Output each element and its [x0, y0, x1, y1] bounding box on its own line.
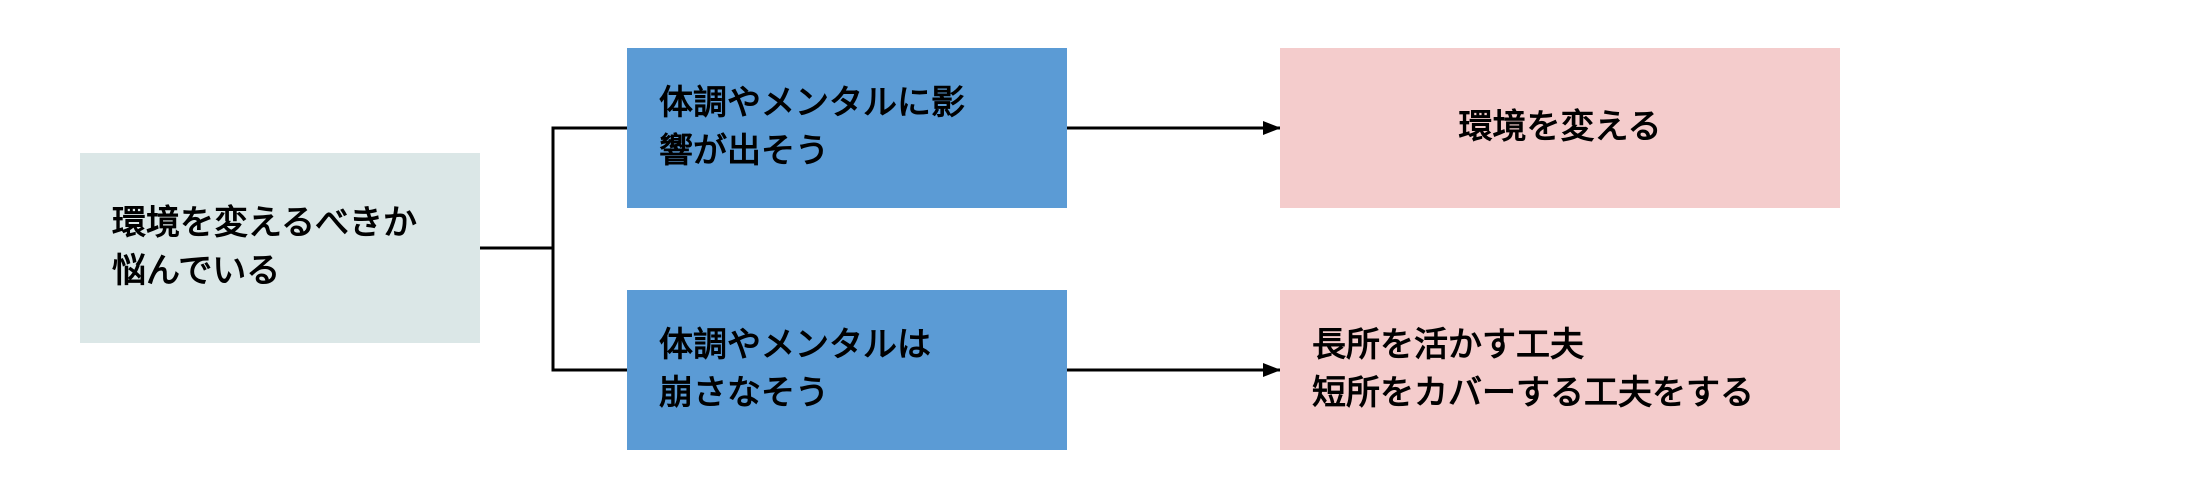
outcome-bottom-text: 長所を活かす工夫短所をカバーする工夫をする [1312, 322, 1754, 417]
root-node: 環境を変えるべきか悩んでいる [80, 153, 480, 343]
edge-root-to-branch_bottom [480, 248, 627, 370]
branch-bottom-node: 体調やメンタルは崩さなそう [627, 290, 1067, 450]
branch-bottom-text: 体調やメンタルは崩さなそう [659, 322, 931, 417]
flowchart-canvas: 環境を変えるべきか悩んでいる 体調やメンタルに影響が出そう 体調やメンタルは崩さ… [0, 0, 2200, 500]
outcome-bottom-node: 長所を活かす工夫短所をカバーする工夫をする [1280, 290, 1840, 450]
outcome-top-node: 環境を変える [1280, 48, 1840, 208]
edge-root-to-branch_top [480, 128, 627, 248]
root-node-text: 環境を変えるべきか悩んでいる [112, 200, 417, 295]
outcome-top-text: 環境を変える [1459, 104, 1662, 152]
branch-top-node: 体調やメンタルに影響が出そう [627, 48, 1067, 208]
branch-top-text: 体調やメンタルに影響が出そう [659, 80, 965, 175]
